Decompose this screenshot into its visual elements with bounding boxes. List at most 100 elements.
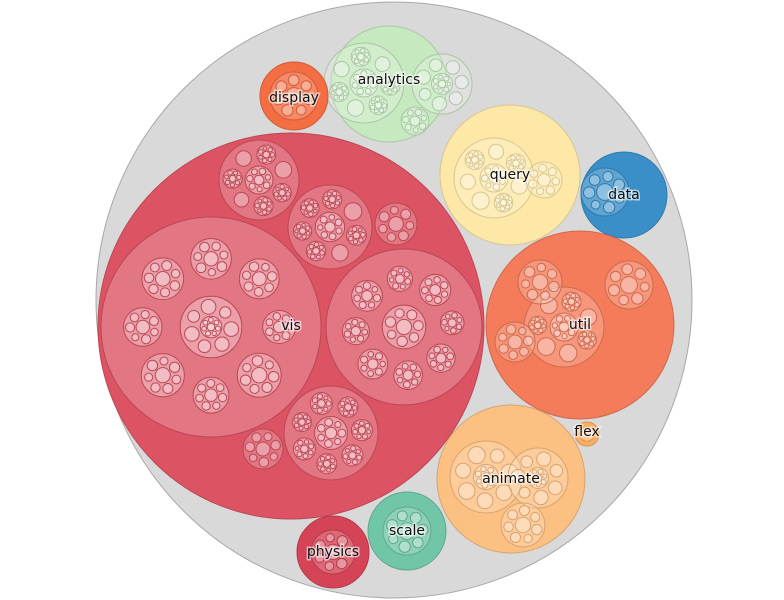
leaf-circle[interactable] <box>336 557 348 570</box>
group-circle-physics[interactable] <box>296 515 370 589</box>
leaf-circle[interactable] <box>533 473 543 483</box>
leaf-circle[interactable] <box>241 270 252 280</box>
subgroup-circle[interactable] <box>507 447 569 509</box>
leaf-circle[interactable] <box>499 205 506 212</box>
leaf-circle[interactable] <box>325 400 332 407</box>
leaf-circle[interactable] <box>455 462 472 479</box>
leaf-circle[interactable] <box>323 406 329 412</box>
leaf-circle[interactable] <box>481 472 491 482</box>
leaf-circle[interactable] <box>303 200 309 206</box>
leaf-circle[interactable] <box>404 123 412 131</box>
leaf-circle[interactable] <box>337 396 359 418</box>
leaf-circle[interactable] <box>404 277 412 285</box>
leaf-circle[interactable] <box>337 83 342 88</box>
leaf-circle[interactable] <box>425 294 433 303</box>
leaf-circle[interactable] <box>551 176 561 186</box>
leaf-circle[interactable] <box>360 364 368 372</box>
leaf-circle[interactable] <box>202 319 209 326</box>
leaf-circle[interactable] <box>454 74 469 90</box>
leaf-circle[interactable] <box>308 443 315 450</box>
leaf-circle[interactable] <box>504 194 510 201</box>
leaf-circle[interactable] <box>402 380 411 389</box>
leaf-circle[interactable] <box>519 346 530 357</box>
leaf-circle[interactable] <box>373 108 379 114</box>
leaf-circle[interactable] <box>529 324 535 330</box>
leaf-circle[interactable] <box>249 383 260 394</box>
leaf-circle[interactable] <box>262 181 271 190</box>
leaf-circle[interactable] <box>499 198 508 207</box>
leaf-circle[interactable] <box>331 244 349 262</box>
leaf-circle[interactable] <box>357 227 363 233</box>
leaf-circle[interactable] <box>354 49 360 55</box>
leaf-circle[interactable] <box>370 99 376 105</box>
leaf-circle[interactable] <box>547 167 557 177</box>
leaf-circle[interactable] <box>441 318 448 326</box>
leaf-circle[interactable] <box>335 88 343 96</box>
leaf-circle[interactable] <box>451 312 458 319</box>
leaf-circle[interactable] <box>536 337 556 356</box>
leaf-circle[interactable] <box>439 310 465 336</box>
leaf-circle[interactable] <box>261 209 268 216</box>
leaf-circle[interactable] <box>444 313 451 320</box>
leaf-circle[interactable] <box>328 195 337 204</box>
leaf-circle[interactable] <box>258 456 270 468</box>
leaf-circle[interactable] <box>244 441 256 453</box>
leaf-circle[interactable] <box>406 309 418 321</box>
leaf-circle[interactable] <box>499 178 506 185</box>
leaf-circle[interactable] <box>561 333 568 340</box>
leaf-circle[interactable] <box>335 227 343 235</box>
leaf-circle[interactable] <box>480 465 487 473</box>
leaf-circle[interactable] <box>359 47 366 54</box>
leaf-circle[interactable] <box>329 463 336 470</box>
leaf-circle[interactable] <box>223 321 240 337</box>
leaf-circle[interactable] <box>559 343 578 363</box>
leaf-circle[interactable] <box>356 52 365 61</box>
leaf-circle[interactable] <box>293 422 300 429</box>
leaf-circle[interactable] <box>301 222 306 228</box>
leaf-circle[interactable] <box>358 321 366 329</box>
leaf-circle[interactable] <box>317 433 326 442</box>
leaf-circle[interactable] <box>639 281 650 292</box>
leaf-circle[interactable] <box>562 298 568 304</box>
leaf-circle[interactable] <box>359 420 365 427</box>
leaf-circle[interactable] <box>348 410 355 416</box>
leaf-circle[interactable] <box>197 339 212 354</box>
leaf-circle[interactable] <box>319 215 328 224</box>
leaf-circle[interactable] <box>274 161 293 179</box>
leaf-circle[interactable] <box>614 193 625 204</box>
leaf-circle[interactable] <box>579 308 598 326</box>
leaf-circle[interactable] <box>335 195 341 201</box>
leaf-circle[interactable] <box>266 271 278 282</box>
leaf-circle[interactable] <box>344 448 350 453</box>
leaf-circle[interactable] <box>242 362 252 373</box>
leaf-circle[interactable] <box>262 146 268 151</box>
leaf-circle[interactable] <box>535 187 545 196</box>
leaf-circle[interactable] <box>214 325 221 332</box>
leaf-circle[interactable] <box>211 241 221 252</box>
leaf-circle[interactable] <box>433 276 441 284</box>
leaf-circle[interactable] <box>211 330 217 337</box>
leaf-circle[interactable] <box>505 204 511 210</box>
leaf-circle[interactable] <box>281 104 294 117</box>
leaf-circle[interactable] <box>131 333 140 342</box>
leaf-circle[interactable] <box>609 270 622 283</box>
leaf-circle[interactable] <box>251 271 267 287</box>
leaf-circle[interactable] <box>344 323 352 330</box>
leaf-circle[interactable] <box>579 340 585 347</box>
leaf-circle[interactable] <box>369 81 377 89</box>
leaf-circle[interactable] <box>312 247 320 255</box>
subgroup-circle[interactable] <box>374 202 418 246</box>
leaf-circle[interactable] <box>285 191 291 197</box>
leaf-circle[interactable] <box>459 173 476 190</box>
leaf-circle[interactable] <box>440 290 449 298</box>
leaf-circle[interactable] <box>345 398 350 403</box>
leaf-circle[interactable] <box>564 315 571 322</box>
leaf-circle[interactable] <box>190 237 232 280</box>
leaf-circle[interactable] <box>324 426 338 440</box>
leaf-circle[interactable] <box>470 156 479 164</box>
leaf-circle[interactable] <box>435 352 447 364</box>
leaf-circle[interactable] <box>272 312 282 321</box>
leaf-circle[interactable] <box>159 287 171 298</box>
leaf-circle[interactable] <box>440 281 449 290</box>
leaf-circle[interactable] <box>330 458 336 464</box>
